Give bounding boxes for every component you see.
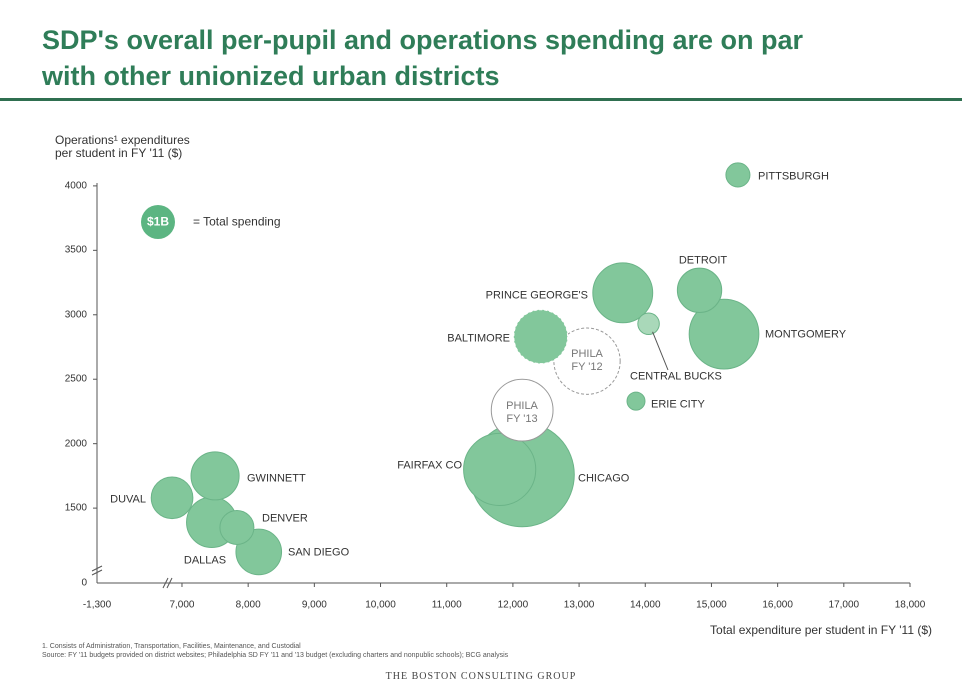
axis-break	[162, 577, 173, 589]
bubble-label: PHILA FY '12	[571, 348, 603, 373]
bubble-label: FAIRFAX CO	[397, 459, 462, 472]
bubble	[219, 509, 255, 545]
x-tick-label: 10,000	[365, 599, 396, 611]
x-tick-label: 12,000	[497, 599, 529, 611]
bubble-label: PRINCE GEORGE'S	[485, 289, 588, 302]
footer: THE BOSTON CONSULTING GROUP	[385, 671, 577, 682]
x-tick-label: 13,000	[563, 599, 595, 611]
bubble-label: PHILA FY '13	[506, 400, 538, 425]
x-tick-label: 15,000	[696, 599, 727, 611]
leader-line	[652, 331, 669, 371]
x-tick-label: 7,000	[169, 599, 195, 611]
bubble-label: CHICAGO	[578, 472, 630, 485]
source: Source: FY '11 budgets provided on distr…	[42, 652, 509, 659]
bubble	[150, 476, 194, 520]
bubble-label: PITTSBURGH	[758, 170, 829, 183]
bubble-label: GWINNETT	[247, 472, 306, 485]
legend-text: = Total spending	[193, 214, 281, 229]
bubble	[592, 262, 654, 324]
x-tick-label: 18,000	[894, 599, 926, 611]
bubble-label: SAN DIEGO	[288, 546, 350, 559]
bubble-label: BALTIMORE	[447, 332, 510, 345]
bubble-label: ERIE CITY	[651, 398, 705, 411]
y-tick-label: 3000	[64, 309, 87, 321]
bubble-label: DUVAL	[110, 493, 146, 506]
bubble-label: CENTRAL BUCKS	[630, 370, 722, 383]
x-tick-label: 9,000	[301, 599, 327, 611]
axis-break	[91, 565, 103, 576]
y-tick-label: 0	[81, 577, 87, 589]
bubble	[676, 267, 723, 313]
bubble-label: MONTGOMERY	[765, 328, 847, 341]
bubble	[688, 298, 760, 370]
legend-bubble	[141, 205, 175, 239]
x-axis-title: Total expenditure per student in FY '11 …	[710, 623, 932, 637]
bubble-label: DETROIT	[678, 254, 728, 267]
bubble-label: DENVER	[262, 512, 308, 525]
x-tick-label: -1,300	[82, 599, 112, 611]
bubble	[553, 327, 621, 395]
y-tick-label: 1500	[64, 502, 87, 514]
title-rule	[0, 98, 962, 101]
y-tick-label: 2500	[64, 373, 87, 385]
x-tick-label: 14,000	[629, 599, 661, 611]
bubble	[463, 432, 537, 507]
footnote: 1. Consists of Administration, Transport…	[42, 643, 301, 650]
y-tick-label: 3500	[64, 244, 87, 256]
y-tick-label: 2000	[64, 438, 87, 450]
y-axis-title: Operations¹ expenditures per student in …	[55, 133, 190, 160]
y-tick-label: 4000	[64, 180, 87, 192]
x-tick-label: 17,000	[828, 599, 860, 611]
bubble-label: DALLAS	[183, 554, 227, 567]
bubble	[637, 312, 660, 336]
bubble	[190, 451, 240, 501]
bubble	[725, 162, 751, 188]
legend-bubble-label: $1B	[146, 214, 170, 229]
bubble	[626, 391, 646, 411]
x-tick-label: 8,000	[235, 599, 261, 611]
bubble	[490, 378, 554, 442]
x-tick-label: 11,000	[431, 599, 462, 611]
x-tick-label: 16,000	[762, 599, 793, 611]
bubble	[513, 309, 569, 365]
title: SDP's overall per-pupil and operations s…	[42, 25, 804, 91]
